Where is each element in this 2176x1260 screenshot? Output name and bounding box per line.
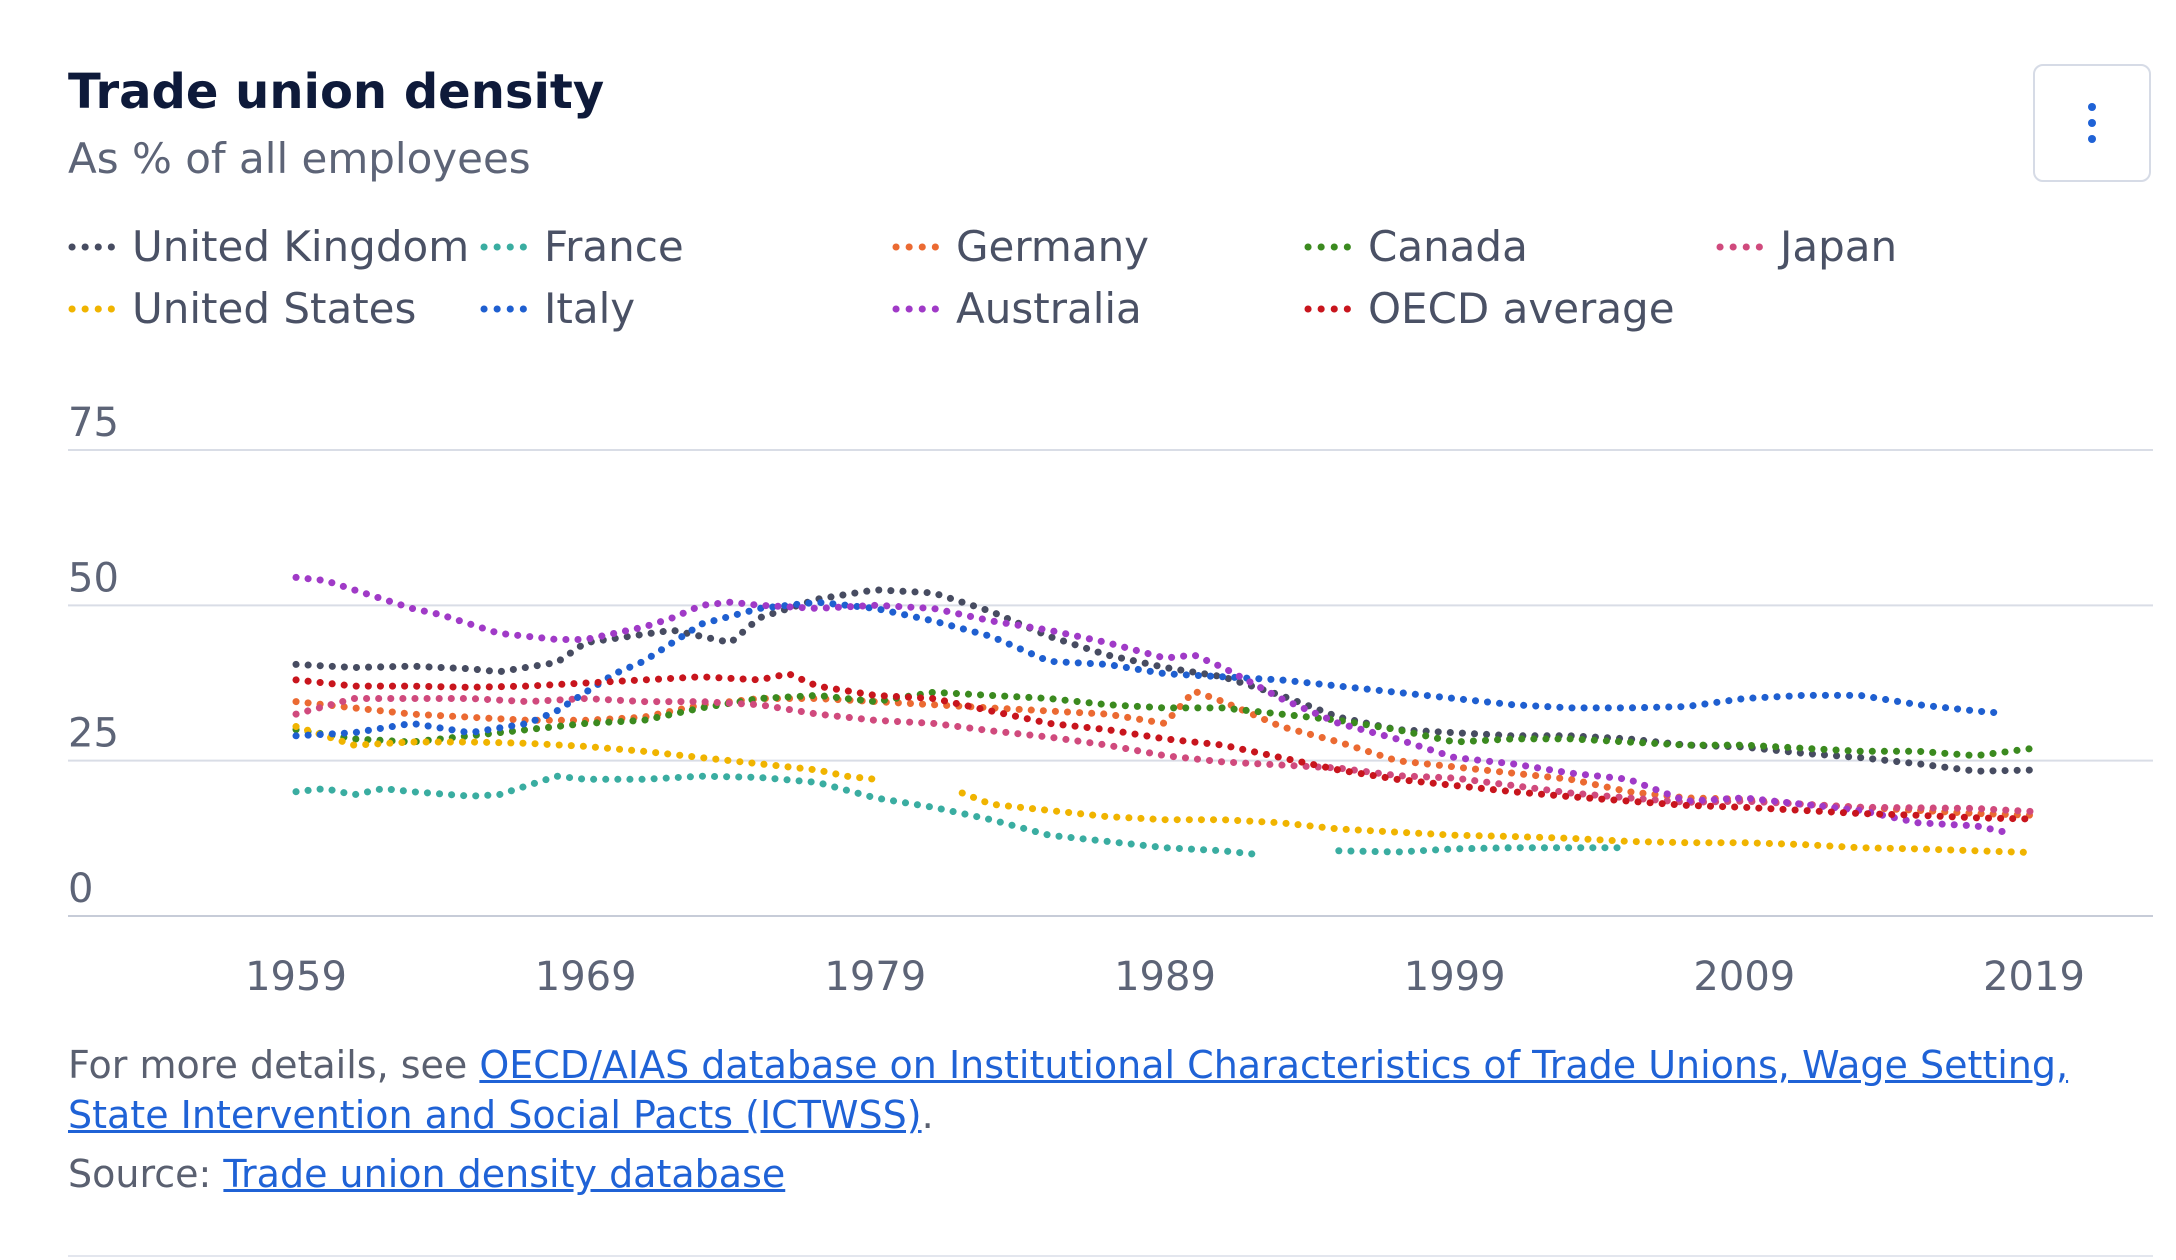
legend-swatch [892,243,942,250]
legend-swatch [1304,243,1354,250]
x-tick-label-1979: 1979 [824,954,926,1000]
kebab-menu-icon [2088,103,2096,143]
x-tick-label-1999: 1999 [1404,954,1506,1000]
chart-title: Trade union density [68,64,605,120]
legend-swatch [68,243,118,250]
chart-subtitle: As % of all employees [68,134,531,183]
legend-swatch [1304,305,1354,312]
ictwss-link[interactable]: OECD/AIAS database on Institutional Char… [68,1043,2069,1137]
chart-menu-button[interactable] [2033,64,2151,182]
legend-item-united-kingdom[interactable]: United Kingdom [68,222,469,271]
y-tick-label-75: 75 [68,400,119,446]
legend-swatch [1716,243,1766,250]
legend-item-japan[interactable]: Japan [1716,222,1897,271]
chart-plot: 0 25 50 75 1959 1969 1979 1989 1999 2009 2019 [68,400,2153,1000]
legend-label: France [544,222,684,271]
details-suffix: . [921,1093,934,1137]
legend-label: Germany [956,222,1150,271]
x-tick-label-2019: 2019 [1983,954,2085,1000]
legend-item-france[interactable]: France [480,222,684,271]
legend-item-united-states[interactable]: United States [68,284,416,333]
legend-swatch [892,305,942,312]
series-line-italy [292,598,2009,740]
legend-label: Canada [1368,222,1528,271]
source-link[interactable]: Trade union density database [223,1152,786,1196]
legend-item-canada[interactable]: Canada [1304,222,1528,271]
chart-legend: United Kingdom France Germany Canada Japan Un… [68,222,1968,352]
legend-item-italy[interactable]: Italy [480,284,635,333]
y-tick-label-25: 25 [68,711,119,757]
bottom-divider [68,1255,2153,1257]
source-note: Source: Trade union density database [68,1152,785,1196]
series-line-canada [292,688,2038,760]
series-line-france-2 [1335,844,1632,856]
x-tick-label-1969: 1969 [535,954,637,1000]
series-line-oecd-average [292,670,2038,823]
legend-item-germany[interactable]: Germany [892,222,1149,271]
legend-label: United States [132,284,417,333]
legend-label: OECD average [1368,284,1675,333]
legend-label: Australia [956,284,1142,333]
y-tick-label-50: 50 [68,555,119,601]
legend-label: United Kingdom [132,222,470,271]
x-tick-label-1989: 1989 [1114,954,1216,1000]
series-line-australia [292,573,2009,836]
details-prefix: For more details, see [68,1043,480,1087]
legend-swatch [480,243,530,250]
series-line-france-1 [292,772,1256,858]
x-tick-label-1959: 1959 [245,954,347,1000]
legend-label: Japan [1780,222,1898,271]
legend-swatch [68,305,118,312]
source-prefix: Source: [68,1152,224,1196]
y-tick-label-0: 0 [68,866,93,912]
series-line-united-states-2 [958,789,2038,857]
series-line-united-states-1 [292,723,879,783]
series-line-united-kingdom [292,586,2038,775]
details-note: For more details, see OECD/AIAS database… [68,1040,2108,1140]
legend-swatch [480,305,530,312]
legend-item-oecd-average[interactable]: OECD average [1304,284,1675,333]
legend-item-australia[interactable]: Australia [892,284,1142,333]
legend-label: Italy [544,284,636,333]
series-line-japan [292,695,2038,816]
x-tick-label-2009: 2009 [1693,954,1795,1000]
